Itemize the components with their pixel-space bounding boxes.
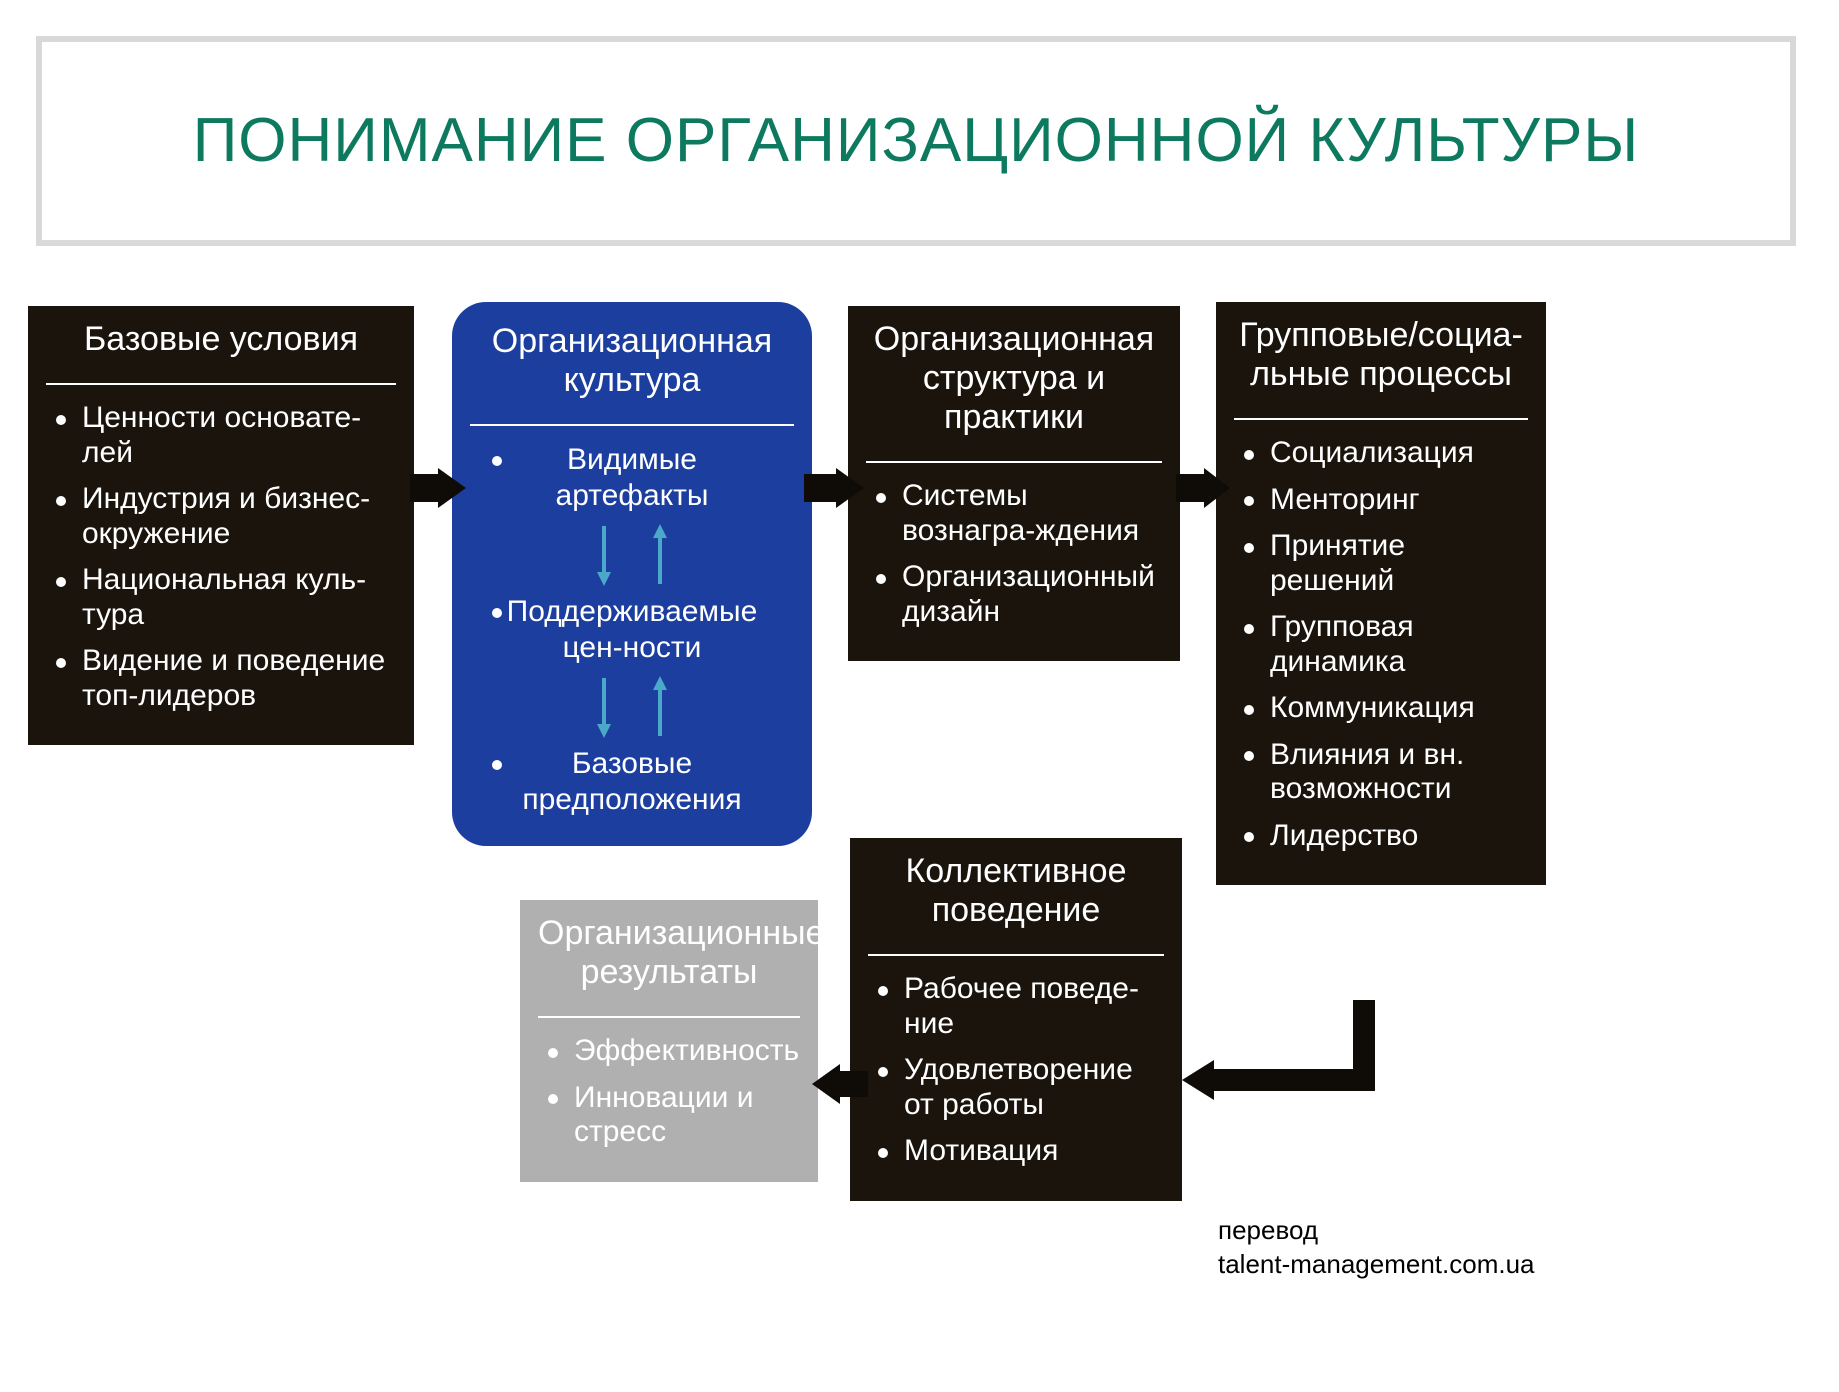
divider [1234, 418, 1528, 420]
list-item: Лидерство [1244, 819, 1528, 854]
page-title: ПОНИМАНИЕ ОРГАНИЗАЦИОННОЙ КУЛЬТУРЫ [193, 105, 1640, 176]
list-item: Системы вознагра-ждения [876, 479, 1162, 548]
item-list: Социализация Менторинг Принятие решений … [1234, 436, 1528, 853]
connector-arrow-icon [804, 464, 868, 512]
inner-arrows-row [480, 674, 784, 740]
list-item: Рабочее поведе-ние [878, 972, 1164, 1041]
arrow-up-icon [650, 522, 670, 588]
arrow-down-icon [594, 674, 614, 740]
arrow-down-icon [594, 522, 614, 588]
list-item: Менторинг [1244, 483, 1528, 518]
list-item: Групповая динамика [1244, 610, 1528, 679]
connector-arrow-icon [410, 464, 470, 512]
list-item: Организационный дизайн [876, 560, 1162, 629]
box-org-structure: Организационная структура и практики Сис… [848, 306, 1180, 661]
item-list: Ценности основате-лей Индустрия и бизнес… [46, 401, 396, 713]
box-title: Коллективное поведение [868, 852, 1164, 940]
list-item: Видимые артефакты [480, 442, 784, 514]
divider [46, 383, 396, 385]
divider [866, 461, 1162, 463]
list-item: Удовлетворение от работы [878, 1053, 1164, 1122]
list-item: Индустрия и бизнес-окружение [56, 482, 396, 551]
box-base-conditions: Базовые условия Ценности основате-лей Ин… [28, 306, 414, 745]
list-item: Видение и поведение топ-лидеров [56, 644, 396, 713]
box-group-processes: Групповые/социа-льные процессы Социализа… [1216, 302, 1546, 885]
list-item: Социализация [1244, 436, 1528, 471]
inner-arrows-row [480, 522, 784, 588]
connector-elbow-arrow-icon [1178, 1000, 1388, 1140]
box-title: Групповые/социа-льные процессы [1234, 316, 1528, 404]
box-title: Организационная культура [470, 322, 794, 410]
divider [470, 424, 794, 426]
credit-line: talent-management.com.ua [1218, 1248, 1535, 1282]
blue-items: Видимые артефакты Поддерживаемые цен-нос… [470, 442, 794, 818]
box-title: Организационные результаты [538, 914, 800, 1002]
list-item: Национальная куль-тура [56, 563, 396, 632]
divider [868, 954, 1164, 956]
connector-arrow-icon [1176, 464, 1234, 512]
title-banner: ПОНИМАНИЕ ОРГАНИЗАЦИОННОЙ КУЛЬТУРЫ [36, 36, 1796, 246]
box-org-culture: Организационная культура Видимые артефак… [452, 302, 812, 846]
item-list: Системы вознагра-ждения Организационный … [866, 479, 1162, 629]
list-item: Ценности основате-лей [56, 401, 396, 470]
item-list: Эффективность Инновации и стресс [538, 1034, 800, 1150]
list-item: Инновации и стресс [548, 1081, 800, 1150]
connector-arrow-icon [808, 1060, 868, 1108]
list-item: Базовые предположения [480, 746, 784, 818]
arrow-up-icon [650, 674, 670, 740]
list-item: Мотивация [878, 1134, 1164, 1169]
credit-line: перевод [1218, 1214, 1535, 1248]
box-org-results: Организационные результаты Эффективность… [520, 900, 818, 1182]
divider [538, 1016, 800, 1018]
box-title: Организационная структура и практики [866, 320, 1162, 447]
list-item: Коммуникация [1244, 691, 1528, 726]
box-collective-behavior: Коллективное поведение Рабочее поведе-ни… [850, 838, 1182, 1201]
list-item: Поддерживаемые цен-ности [480, 594, 784, 666]
item-list: Рабочее поведе-ние Удовлетворение от раб… [868, 972, 1164, 1169]
list-item: Эффективность [548, 1034, 800, 1069]
list-item: Принятие решений [1244, 529, 1528, 598]
list-item: Влияния и вн. возможности [1244, 738, 1528, 807]
credit-text: перевод talent-management.com.ua [1218, 1214, 1535, 1282]
box-title: Базовые условия [46, 320, 396, 369]
